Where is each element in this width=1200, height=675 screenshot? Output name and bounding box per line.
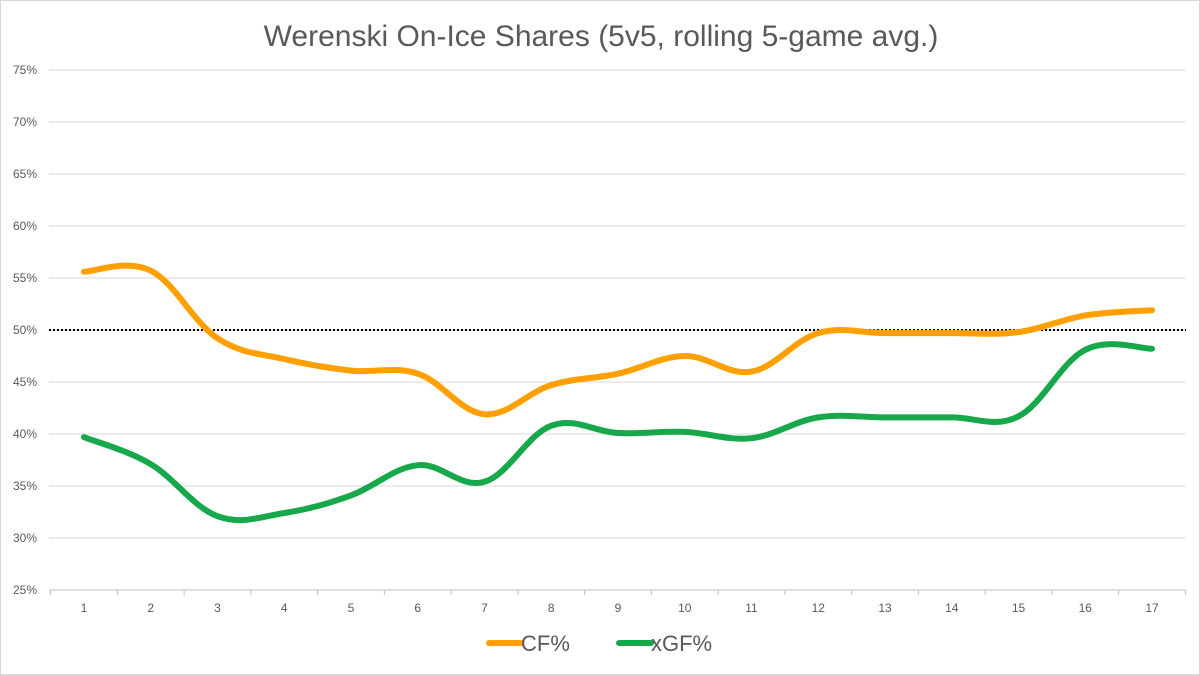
series-lines <box>81 262 1155 524</box>
y-tick-label: 40% <box>13 427 37 441</box>
x-tick-label: 11 <box>745 601 758 615</box>
x-tick-label: 1 <box>81 601 88 615</box>
x-tick-label: 17 <box>1145 601 1159 615</box>
axes: 25%30%35%40%45%50%55%60%65%70%75%1 2 3 4 5 6 7… <box>13 63 1186 615</box>
gridlines <box>49 69 1186 539</box>
y-tick-label: 60% <box>13 219 37 233</box>
x-tick-label: 9 <box>615 601 622 615</box>
x-tick-label: 3 <box>214 601 221 615</box>
x-tick-label: 6 <box>414 601 421 615</box>
x-tick-label: 8 <box>548 601 555 615</box>
y-tick-label: 45% <box>13 375 37 389</box>
x-tick-label: 12 <box>812 601 826 615</box>
x-tick-label: 7 <box>481 601 488 615</box>
y-tick-label: 25% <box>13 583 37 597</box>
y-tick-label: 75% <box>13 63 37 77</box>
legend: CF% xGF% <box>486 631 712 656</box>
x-tick-label: 13 <box>878 601 892 615</box>
y-tick-label: 50% <box>13 323 37 337</box>
y-tick-label: 55% <box>13 271 37 285</box>
x-tick-label: 5 <box>348 601 355 615</box>
y-tick-label: 35% <box>13 479 37 493</box>
y-tick-label: 70% <box>13 115 37 129</box>
x-tick-label: 15 <box>1012 601 1026 615</box>
x-tick-label: 10 <box>678 601 692 615</box>
y-tick-label: 30% <box>13 531 37 545</box>
legend-label-xgf: xGF% <box>651 631 712 656</box>
x-tick-label: 16 <box>1079 601 1093 615</box>
legend-label-cf: CF% <box>521 631 570 656</box>
chart-title: Werenski On-Ice Shares (5v5, rolling 5-g… <box>264 20 939 53</box>
x-tick-label: 4 <box>281 601 288 615</box>
x-tick-label: 14 <box>945 601 959 615</box>
series-line-xgf <box>81 341 1155 524</box>
series-line-cf <box>81 262 1155 418</box>
x-tick-label: 2 <box>147 601 154 615</box>
y-tick-label: 65% <box>13 167 37 181</box>
